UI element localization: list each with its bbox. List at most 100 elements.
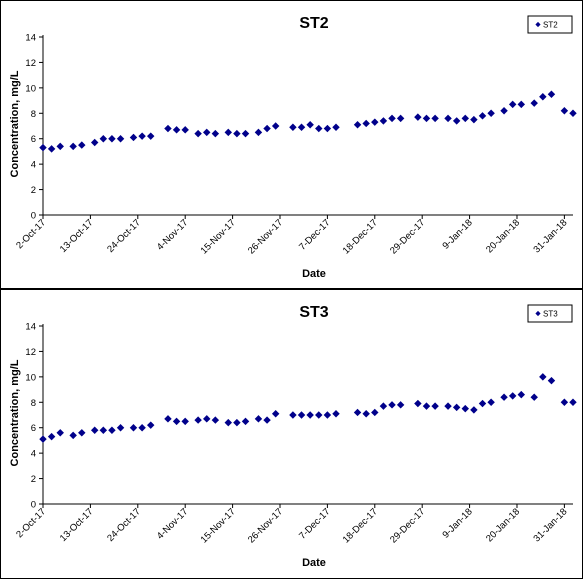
data-point xyxy=(254,415,263,423)
data-point xyxy=(560,398,569,407)
data-point xyxy=(315,124,323,133)
y-axis-label: Concentration, mg/L xyxy=(9,70,21,177)
y-axis-label: Concentration, mg/L xyxy=(9,359,21,466)
data-point xyxy=(388,114,396,123)
data-point xyxy=(362,410,370,418)
data-point xyxy=(56,142,64,151)
legend-label: ST2 xyxy=(543,21,558,30)
data-point xyxy=(129,423,138,432)
data-point xyxy=(422,402,431,410)
x-tick-label: 18-Dec-17 xyxy=(341,217,380,256)
data-point xyxy=(172,417,181,426)
data-point xyxy=(47,145,56,153)
data-point xyxy=(500,107,508,115)
data-point xyxy=(431,114,439,123)
data-point xyxy=(90,138,99,147)
data-point xyxy=(271,122,280,130)
data-point xyxy=(289,411,297,419)
y-tick-label: 2 xyxy=(31,185,36,196)
data-point xyxy=(371,118,379,126)
legend-box xyxy=(527,15,573,34)
x-tick-label: 2-Oct-17 xyxy=(14,506,48,540)
data-point xyxy=(478,112,487,120)
data-point xyxy=(99,134,108,143)
data-point xyxy=(306,411,314,419)
data-point xyxy=(211,129,220,138)
legend: ST3 xyxy=(527,304,573,323)
data-point xyxy=(379,402,388,410)
y-tick-label: 8 xyxy=(31,398,36,409)
data-point xyxy=(379,117,388,125)
data-point xyxy=(203,128,211,137)
x-tick-label: 24-Oct-17 xyxy=(105,506,143,544)
data-point xyxy=(396,401,405,409)
data-point xyxy=(78,141,86,149)
y-tick-label: 0 xyxy=(31,211,36,222)
x-tick-label: 9-Jan-18 xyxy=(440,506,474,540)
data-point xyxy=(353,408,362,417)
x-axis-label: Date xyxy=(302,268,326,280)
chart-title: ST2 xyxy=(299,15,328,32)
chart-panel-st2: ST2 0 2 4 6 8 10 12 14 2-Oct-17 13-Oct-17 24-Oct-17… xyxy=(0,0,583,289)
x-tick-label: 4-Nov-17 xyxy=(155,217,190,252)
data-point xyxy=(146,421,155,429)
x-tick-label: 31-Jan-18 xyxy=(531,217,569,255)
data-point xyxy=(547,90,556,98)
data-point xyxy=(233,418,241,427)
x-tick-label: 15-Nov-17 xyxy=(199,506,238,545)
data-point xyxy=(138,423,146,432)
x-tick-label: 26-Nov-17 xyxy=(246,217,285,256)
data-point xyxy=(414,113,422,121)
x-tick-label: 20-Jan-18 xyxy=(484,506,522,544)
chart-title: ST3 xyxy=(299,304,328,321)
data-point xyxy=(263,416,271,424)
data-point xyxy=(508,392,517,400)
y-tick-label: 6 xyxy=(31,134,36,145)
x-tick-label: 7-Dec-17 xyxy=(297,217,332,252)
data-point xyxy=(39,435,47,443)
data-point xyxy=(547,376,556,385)
data-point xyxy=(116,423,125,432)
legend-box xyxy=(527,304,573,323)
data-point xyxy=(517,390,526,399)
data-point xyxy=(224,418,233,427)
legend: ST2 xyxy=(527,15,573,34)
data-point xyxy=(530,393,538,401)
data-point xyxy=(254,128,263,137)
x-tick-label: 18-Dec-17 xyxy=(341,506,380,545)
data-point xyxy=(181,126,189,134)
data-point xyxy=(241,417,250,426)
data-point xyxy=(90,426,99,434)
data-point xyxy=(69,142,77,151)
x-tick-label: 4-Nov-17 xyxy=(155,506,190,541)
data-point xyxy=(569,398,577,407)
y-tick-label: 6 xyxy=(31,423,36,434)
data-point xyxy=(241,129,250,138)
data-point xyxy=(78,429,86,437)
x-tick-label: 2-Oct-17 xyxy=(14,217,48,251)
data-point xyxy=(422,114,431,123)
chart-panel-st3: ST3 0 2 4 6 8 10 12 14 2-Oct-17 13-Oct-17 24-Oct-17… xyxy=(0,289,583,579)
data-point xyxy=(530,99,538,107)
data-point xyxy=(371,408,379,417)
data-point xyxy=(164,415,172,423)
data-point xyxy=(508,100,517,109)
y-tick-label: 12 xyxy=(25,347,36,358)
data-point xyxy=(388,401,396,409)
y-tick-label: 14 xyxy=(25,33,36,44)
data-point xyxy=(323,411,332,419)
data-point xyxy=(539,373,547,381)
x-axis-label: Date xyxy=(302,557,326,569)
data-point xyxy=(146,132,155,140)
data-point xyxy=(444,402,452,410)
data-point xyxy=(194,416,202,424)
data-point xyxy=(353,121,362,129)
data-point xyxy=(271,410,280,418)
data-point xyxy=(108,426,116,434)
data-point xyxy=(444,114,452,123)
data-point xyxy=(431,402,439,410)
legend-marker xyxy=(535,21,541,28)
x-tick-label: 13-Oct-17 xyxy=(58,506,96,544)
data-point xyxy=(129,133,138,142)
data-point xyxy=(461,114,470,123)
